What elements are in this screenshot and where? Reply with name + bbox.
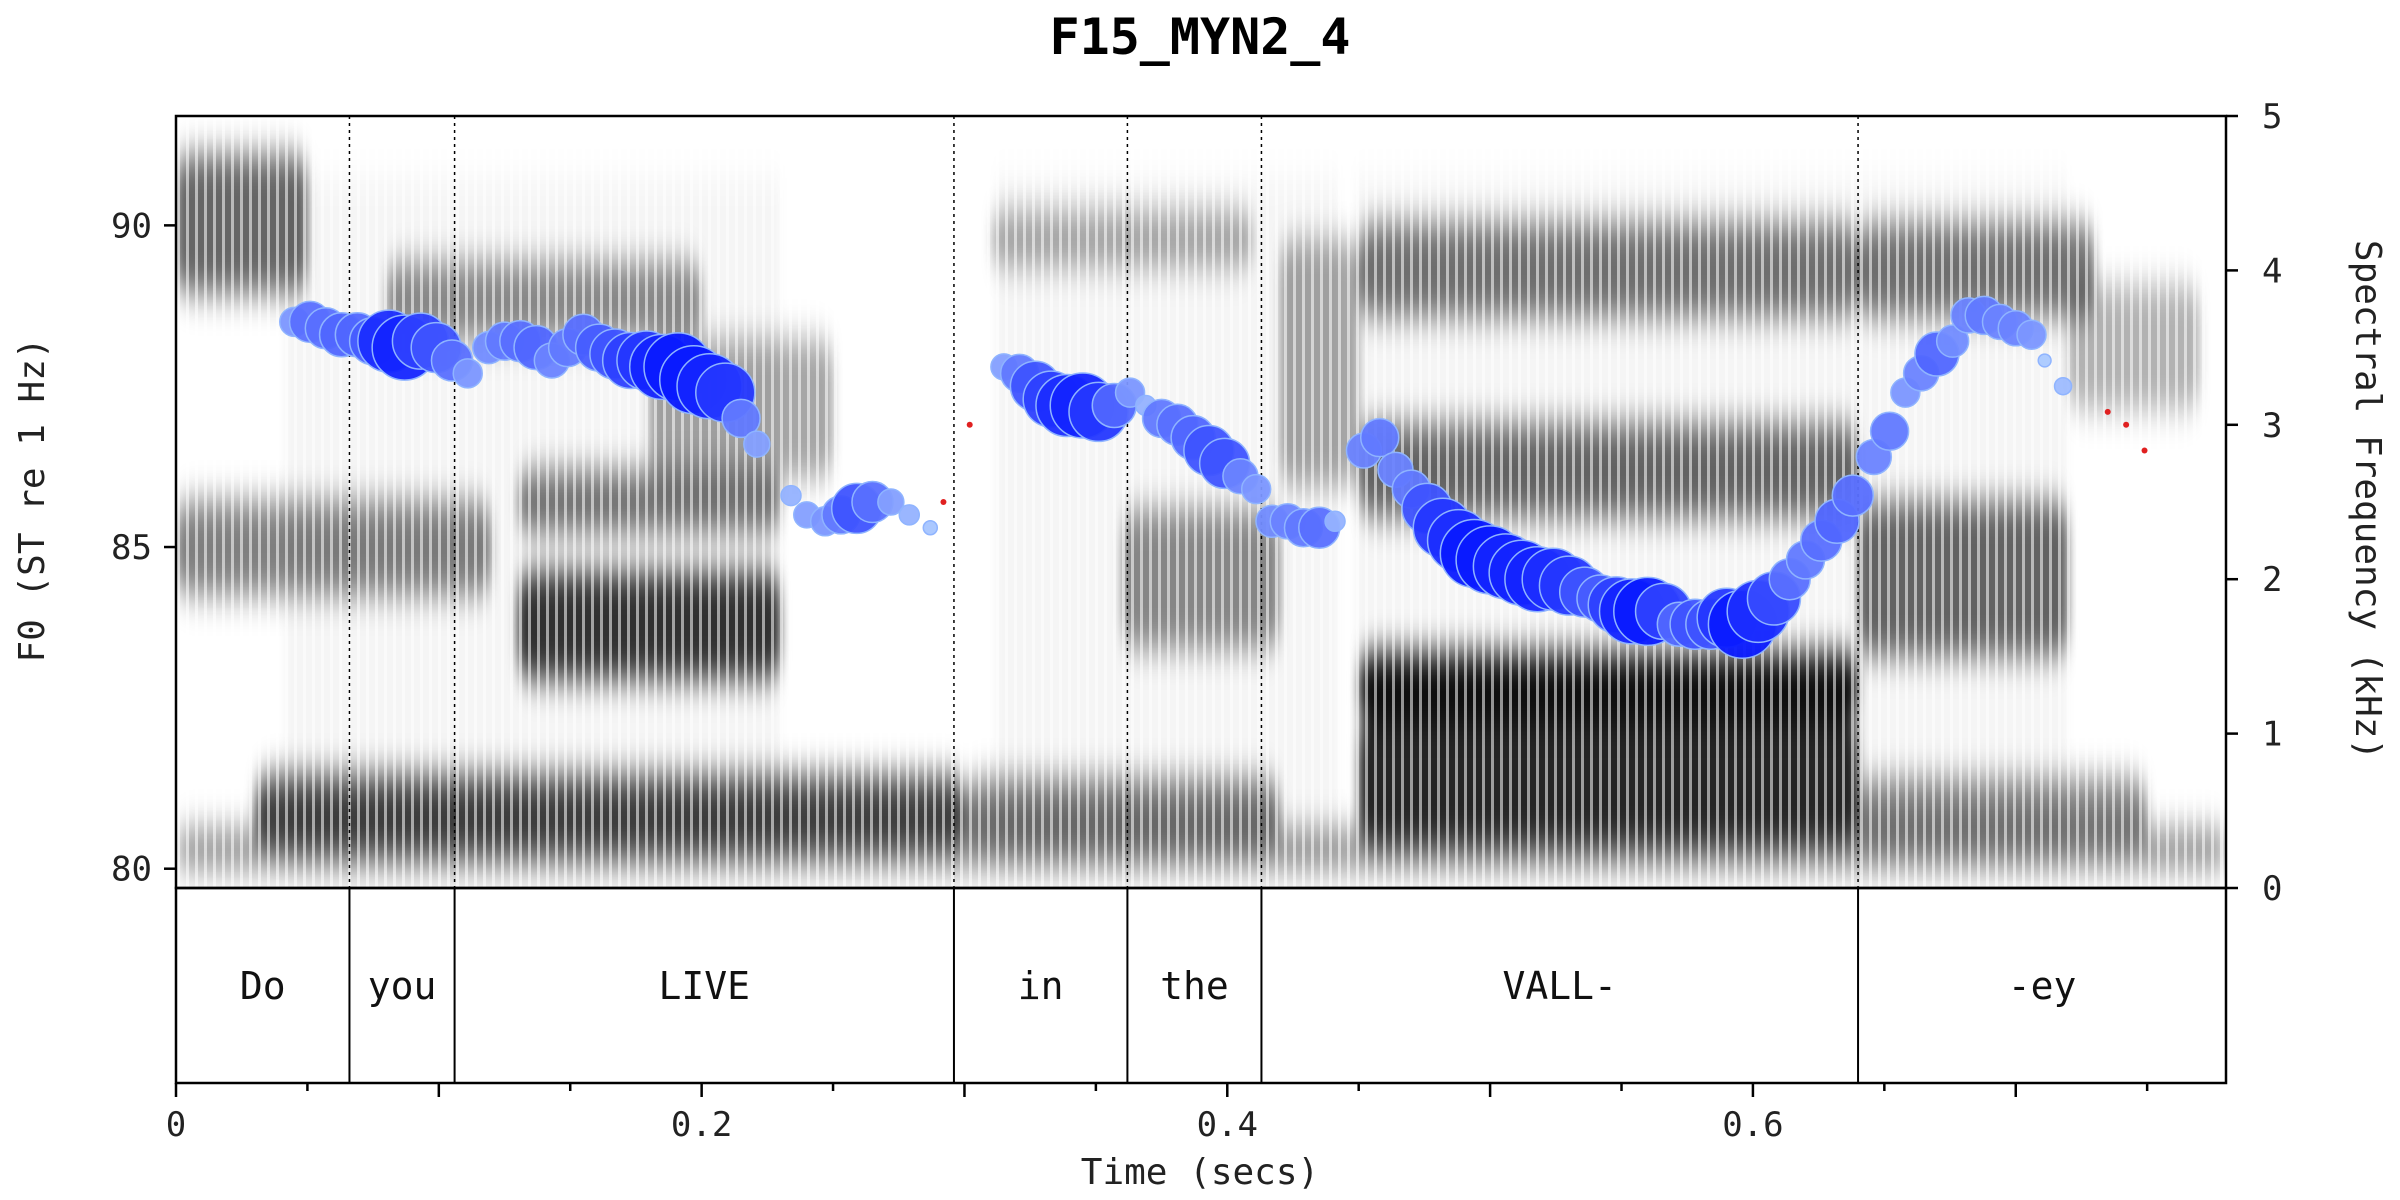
unvoiced-point [2141,447,2148,454]
unvoiced-point [940,499,947,505]
unvoiced-point [2123,421,2130,428]
unvoiced-point [2104,408,2111,415]
x-axis: 0 0.2 0.4 0.6 [166,1083,2149,1145]
word-label: -ey [2008,964,2077,1008]
right-y-axis-label: Spectral Frequency (kHz) [2347,240,2388,760]
word-label: VALL- [1503,964,1617,1008]
f0-point [721,398,761,439]
unvoiced-point [966,421,973,428]
f0-point [1869,411,1910,451]
x-axis-label: Time (secs) [1081,1152,1319,1193]
f0-point [2016,319,2047,350]
word-label: you [368,964,437,1008]
f0-point [1359,417,1400,458]
f0-track [279,295,2073,659]
right-tick-label: 2 [2262,560,2282,600]
word-tier-labels: Do you LIVE in the VALL- -ey [240,888,2076,1083]
f0-point [1324,510,1346,533]
x-tick-label: 0.2 [671,1105,732,1145]
x-tick-label: 0.6 [1722,1105,1783,1145]
x-tick-label: 0.4 [1197,1105,1258,1145]
right-tick-label: 4 [2262,251,2282,291]
y-tick-label: 85 [111,528,152,568]
word-label: in [1018,964,1064,1008]
right-axis: 0 1 2 3 4 5 [2226,97,2282,909]
f0-point [1240,473,1272,505]
spectrogram [176,116,2226,888]
f0-point [1935,324,1970,358]
f0-point [1831,474,1875,517]
left-axis: 80 85 90 [111,206,176,890]
f0-point [452,358,483,389]
f0-point [2053,376,2073,396]
word-label: Do [240,964,286,1008]
f0-point [898,504,921,526]
y-tick-label: 90 [111,206,152,246]
word-label: the [1160,964,1229,1008]
right-tick-label: 1 [2262,715,2282,755]
right-tick-label: 3 [2262,406,2282,446]
f0-point [922,519,939,536]
x-tick-label: 0 [166,1105,186,1145]
unvoiced-markers [940,408,2148,505]
f0-point [743,430,771,458]
right-tick-label: 5 [2262,97,2282,137]
f0-point [877,488,905,516]
word-label: LIVE [659,964,751,1008]
word-tier [174,886,2228,1085]
chart-title: F15_MYN2_4 [1049,8,1350,66]
left-y-axis-label: F0 (ST re 1 Hz) [12,337,53,662]
f0-point [780,484,802,507]
right-tick-label: 0 [2262,869,2282,909]
f0-point [2037,353,2052,368]
y-tick-label: 80 [111,850,152,890]
